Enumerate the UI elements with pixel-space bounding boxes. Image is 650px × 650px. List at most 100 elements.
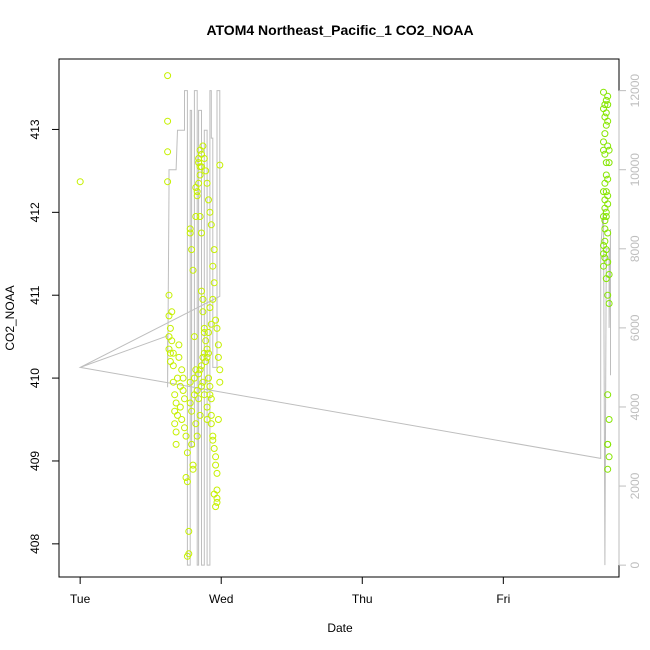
data-point bbox=[600, 188, 607, 196]
y-right-tick-label: 0 bbox=[628, 561, 642, 568]
data-point bbox=[169, 349, 177, 357]
data-point bbox=[214, 341, 222, 349]
data-point bbox=[601, 150, 609, 158]
y-tick-label: 413 bbox=[28, 119, 42, 139]
data-point bbox=[202, 337, 210, 345]
data-point bbox=[213, 324, 221, 332]
data-point bbox=[601, 217, 609, 225]
data-point bbox=[216, 378, 224, 386]
data-point bbox=[174, 411, 181, 419]
y-right-tick-label: 12000 bbox=[628, 74, 642, 108]
altitude-line-layer bbox=[78, 90, 611, 566]
y-tick-label: 408 bbox=[28, 534, 42, 554]
data-point bbox=[212, 503, 220, 511]
data-point bbox=[209, 436, 217, 444]
data-point bbox=[202, 167, 210, 175]
data-point bbox=[198, 229, 205, 237]
data-point bbox=[164, 148, 172, 156]
data-point bbox=[186, 225, 194, 233]
data-point bbox=[166, 349, 174, 357]
data-point bbox=[183, 449, 191, 457]
data-point bbox=[214, 416, 222, 423]
data-point bbox=[189, 461, 197, 469]
data-point bbox=[200, 155, 208, 162]
data-point bbox=[76, 178, 84, 186]
data-point bbox=[207, 411, 215, 419]
data-point bbox=[176, 403, 184, 411]
x-tick-label: Tue bbox=[70, 592, 91, 606]
data-point bbox=[164, 72, 172, 80]
data-point bbox=[181, 424, 188, 432]
data-point bbox=[202, 358, 210, 365]
data-point bbox=[205, 329, 212, 336]
data-point bbox=[601, 196, 609, 204]
data-point bbox=[182, 432, 190, 440]
data-point bbox=[605, 159, 613, 167]
data-point bbox=[193, 432, 201, 440]
data-point bbox=[178, 366, 186, 374]
y-tick-label: 411 bbox=[28, 285, 42, 304]
data-point bbox=[172, 428, 180, 436]
data-point bbox=[196, 171, 204, 179]
data-point bbox=[186, 378, 194, 386]
data-point bbox=[207, 420, 215, 428]
data-point bbox=[604, 440, 612, 448]
data-point bbox=[209, 262, 217, 270]
data-point bbox=[605, 416, 613, 423]
y-axis-left: 408 409 410 411 412 413 bbox=[28, 119, 60, 554]
data-point bbox=[205, 196, 212, 204]
data-point bbox=[210, 279, 218, 287]
data-point bbox=[195, 370, 203, 378]
x-axis-label: Date bbox=[327, 621, 353, 635]
data-point bbox=[192, 213, 200, 220]
data-point bbox=[604, 465, 612, 473]
data-point bbox=[199, 308, 207, 316]
data-point bbox=[205, 349, 212, 357]
data-point bbox=[214, 353, 222, 361]
data-point bbox=[196, 213, 204, 220]
data-point bbox=[199, 295, 207, 303]
data-point bbox=[200, 329, 208, 336]
data-point bbox=[203, 179, 211, 187]
data-point bbox=[168, 337, 176, 345]
data-point bbox=[216, 161, 224, 169]
chart-title: ATOM4 Northeast_Pacific_1 CO2_NOAA bbox=[206, 22, 473, 38]
y-tick-label: 412 bbox=[28, 202, 42, 222]
data-point bbox=[602, 109, 610, 117]
data-point bbox=[203, 403, 211, 411]
data-point bbox=[199, 378, 207, 386]
data-point bbox=[198, 362, 205, 370]
x-tick-label: Thu bbox=[352, 592, 373, 606]
data-point bbox=[199, 142, 207, 150]
data-point bbox=[602, 159, 610, 167]
data-point bbox=[216, 366, 224, 374]
y-right-tick-label: 6000 bbox=[628, 314, 642, 341]
data-point bbox=[192, 420, 200, 428]
y-tick-label: 410 bbox=[28, 368, 42, 388]
data-point bbox=[210, 490, 218, 498]
data-point bbox=[600, 242, 607, 249]
data-point bbox=[210, 445, 218, 452]
data-point bbox=[604, 291, 612, 299]
data-point bbox=[172, 399, 180, 407]
y-axis-label: CO2_NOAA bbox=[3, 285, 17, 350]
data-point bbox=[602, 96, 610, 104]
data-point bbox=[605, 300, 613, 307]
data-point bbox=[188, 407, 196, 415]
data-point bbox=[604, 258, 612, 266]
data-point bbox=[175, 341, 183, 349]
data-point bbox=[188, 246, 196, 254]
data-point bbox=[605, 453, 613, 461]
y-right-tick-label: 10000 bbox=[628, 153, 642, 187]
data-point bbox=[196, 411, 204, 419]
data-point bbox=[602, 188, 610, 196]
data-point bbox=[166, 324, 174, 332]
data-point bbox=[206, 304, 214, 312]
data-point bbox=[183, 478, 191, 486]
data-point bbox=[600, 262, 607, 270]
data-point bbox=[168, 308, 176, 316]
altitude-line bbox=[78, 90, 611, 566]
data-point bbox=[206, 391, 214, 399]
data-point bbox=[209, 295, 217, 303]
